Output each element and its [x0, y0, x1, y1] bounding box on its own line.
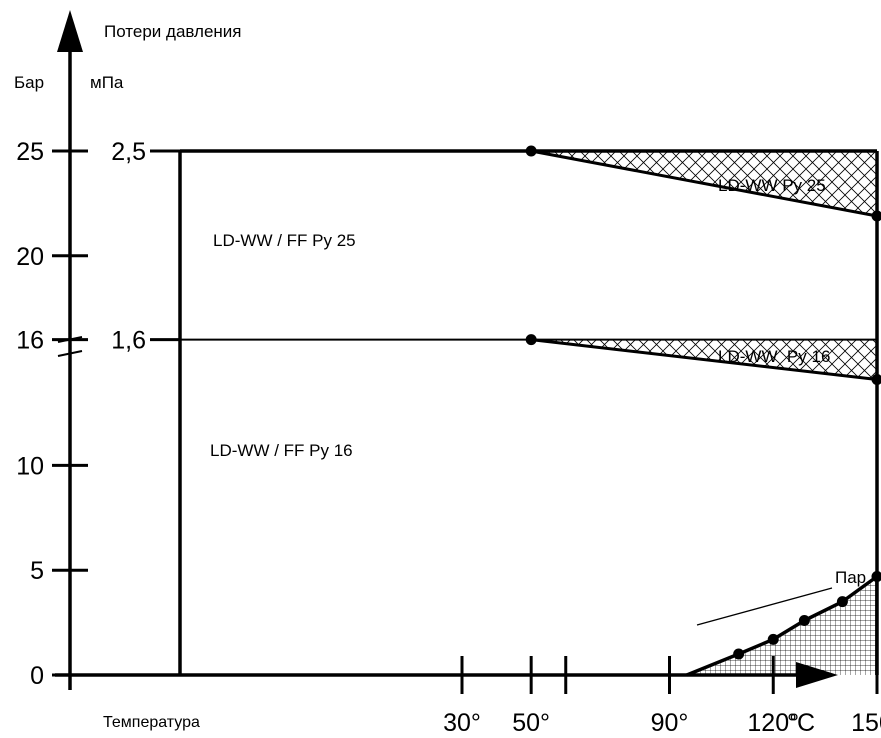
x-tick-label-30: 30° — [443, 709, 481, 737]
y-tick-label-bar-16: 16 — [16, 327, 44, 355]
x-tick-label-90: 90° — [651, 709, 689, 737]
x-ticks: 30° 50° 90° 120° 150° — [443, 656, 881, 737]
hatched-regions — [531, 151, 877, 675]
data-point-s0-1 — [871, 210, 881, 222]
series-label-ld-ww-py16: LD-WW Py 16 — [718, 347, 830, 366]
data-point-s1-0 — [525, 334, 537, 346]
steam-leader-line — [696, 587, 833, 626]
hatch-region-steam — [686, 576, 877, 675]
x-tick-label-120: 120° — [747, 709, 799, 737]
data-point-s0-0 — [525, 145, 537, 157]
plot-frame — [178, 149, 879, 675]
x-tick-label-150: 150° — [851, 709, 881, 737]
y-tick-label-bar-20: 20 — [16, 243, 44, 271]
y-tick-label-bar-10: 10 — [16, 452, 44, 480]
y-unit-mpa: мПа — [90, 73, 124, 92]
series-label-steam: Пар — [835, 568, 866, 587]
y-tick-label-mpa-16: 1,6 — [111, 327, 146, 355]
data-point-s2-0 — [733, 648, 745, 660]
y-tick-label-mpa-25: 2,5 — [111, 138, 146, 166]
x-tick-label-50: 50° — [512, 709, 550, 737]
x-axis-arrow — [796, 662, 838, 688]
region-label-py25: LD-WW / FF Py 25 — [213, 231, 356, 250]
y-axis-arrow — [57, 10, 83, 52]
region-label-py16: LD-WW / FF Py 16 — [210, 441, 353, 460]
series-line-ld-ww-py25 — [530, 149, 878, 218]
y-tick-label-bar-0: 0 — [30, 662, 44, 690]
data-point-s2-2 — [798, 615, 810, 627]
x-unit-label: °C — [787, 709, 815, 737]
y-ticks: 0 5 10 16 20 25 1,6 2,5 — [16, 138, 180, 690]
series-line-steam — [686, 575, 879, 677]
series-markers — [525, 145, 881, 660]
data-point-s2-3 — [836, 596, 848, 608]
x-axis-label: Температура — [103, 714, 200, 731]
y-tick-label-bar-25: 25 — [16, 138, 44, 166]
series-line-ld-ww-py16 — [530, 338, 878, 381]
chart-title: Потери давления — [104, 22, 242, 41]
y-unit-bar: Бар — [14, 73, 44, 92]
data-point-s1-1 — [871, 373, 881, 385]
y-axis-break-mark — [57, 350, 83, 357]
y-tick-label-bar-5: 5 — [30, 557, 44, 585]
series-label-ld-ww-py25: LD-WW Py 25 — [718, 176, 826, 195]
series-lines — [530, 149, 879, 677]
data-point-s2-1 — [767, 633, 779, 645]
data-point-s2-4 — [871, 570, 881, 582]
